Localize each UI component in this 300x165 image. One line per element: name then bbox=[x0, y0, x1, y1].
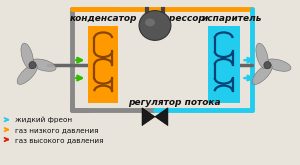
Ellipse shape bbox=[17, 64, 37, 84]
Text: газ низкого давления: газ низкого давления bbox=[15, 127, 98, 133]
Polygon shape bbox=[142, 108, 155, 126]
Text: испаритель: испаритель bbox=[201, 14, 262, 22]
Text: регулятор потока: регулятор потока bbox=[129, 98, 221, 107]
Ellipse shape bbox=[266, 59, 291, 71]
Text: газ высокого давления: газ высокого давления bbox=[15, 136, 103, 143]
Circle shape bbox=[29, 62, 36, 69]
Bar bbox=[208, 26, 240, 103]
Ellipse shape bbox=[31, 59, 56, 71]
Ellipse shape bbox=[252, 64, 272, 84]
Bar bbox=[88, 26, 118, 103]
Ellipse shape bbox=[21, 43, 33, 69]
Text: жидкий фреон: жидкий фреон bbox=[15, 116, 72, 123]
Ellipse shape bbox=[139, 11, 171, 40]
Ellipse shape bbox=[145, 18, 155, 26]
Circle shape bbox=[264, 62, 271, 69]
Polygon shape bbox=[155, 108, 168, 126]
Ellipse shape bbox=[256, 43, 268, 69]
Text: компрессор: компрессор bbox=[144, 14, 206, 22]
Text: конденсатор: конденсатор bbox=[70, 14, 137, 22]
